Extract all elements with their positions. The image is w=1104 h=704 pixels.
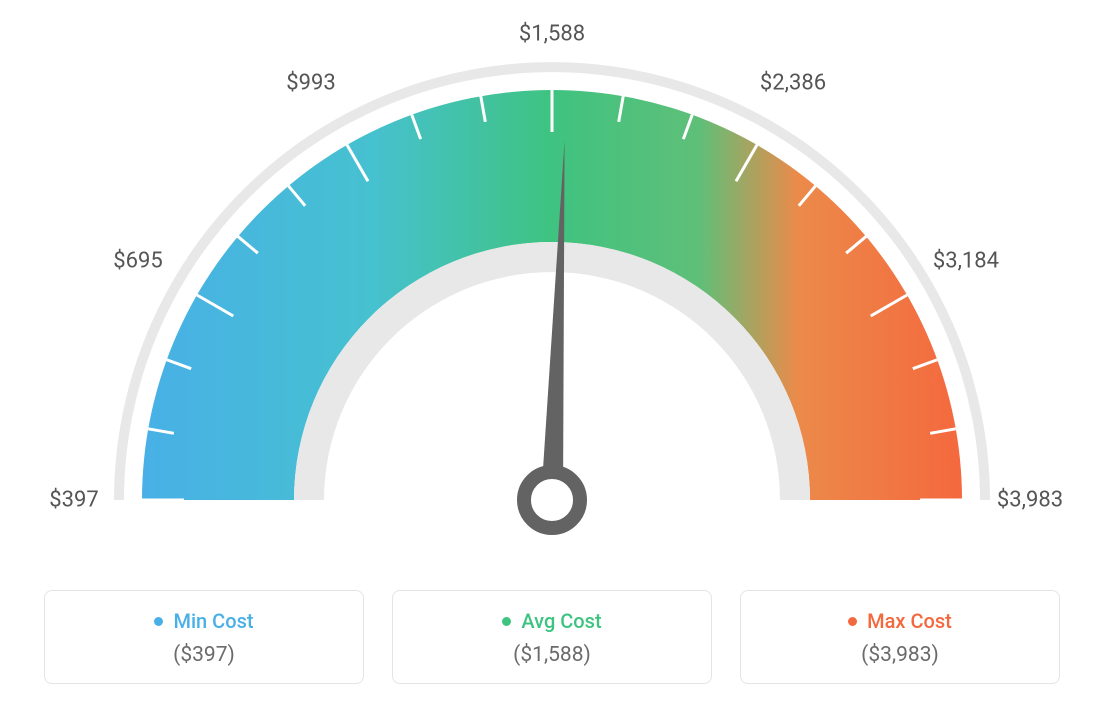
legend-dot-icon — [848, 617, 857, 626]
legend-card-max-cost: Max Cost ($3,983) — [740, 590, 1060, 684]
gauge-tick-label: $993 — [286, 70, 335, 95]
gauge-tick-label: $1,588 — [519, 22, 585, 47]
legend-title-text: Min Cost — [173, 609, 253, 633]
legend-dot-icon — [154, 617, 163, 626]
gauge-tick-label: $3,983 — [997, 488, 1063, 513]
legend-title: Min Cost — [154, 609, 253, 633]
legend-value: ($397) — [45, 643, 363, 667]
cost-gauge-chart: $397 $695 $993 $1,588 $2,386 $3,184 $3,983 — [20, 20, 1084, 580]
legend-title-text: Avg Cost — [521, 609, 601, 633]
gauge-tick-label: $397 — [49, 488, 98, 513]
gauge-tick-label: $3,184 — [933, 249, 999, 274]
legend-row: Min Cost ($397) Avg Cost ($1,588) Max Cost ($… — [20, 590, 1084, 684]
legend-card-avg-cost: Avg Cost ($1,588) — [392, 590, 712, 684]
legend-title-text: Max Cost — [867, 609, 952, 633]
legend-dot-icon — [502, 617, 511, 626]
legend-title: Max Cost — [848, 609, 952, 633]
gauge-hub — [524, 472, 580, 528]
gauge-svg — [20, 20, 1084, 580]
legend-card-min-cost: Min Cost ($397) — [44, 590, 364, 684]
legend-value: ($3,983) — [741, 643, 1059, 667]
legend-value: ($1,588) — [393, 643, 711, 667]
legend-title: Avg Cost — [502, 609, 601, 633]
gauge-tick-label: $695 — [113, 249, 162, 274]
gauge-tick-label: $2,386 — [760, 70, 826, 95]
